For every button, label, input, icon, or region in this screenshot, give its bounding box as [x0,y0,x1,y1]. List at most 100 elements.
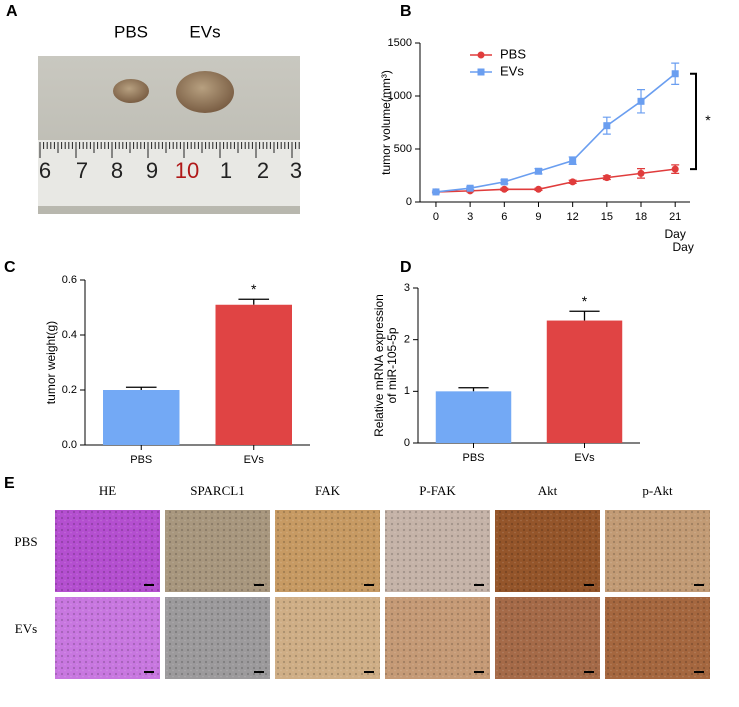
scale-bar [584,671,594,673]
legend-marker [477,51,485,59]
bar [215,304,292,445]
annotation: * [251,281,257,297]
ruler-number: 2 [257,158,269,183]
line [435,73,676,193]
x-tick-label: 9 [535,211,541,223]
y-tick-label: 1000 [388,90,412,102]
ruler-number: 7 [76,158,88,183]
marker [569,157,577,165]
x-tick-label: PBS [462,452,484,464]
x-tick-label: EVs [574,452,595,464]
marker [603,122,611,130]
y-tick-label: 0.6 [62,274,77,286]
micrograph-texture [165,597,270,679]
micrograph-texture [605,597,710,679]
marker [569,178,577,186]
y-tick-label: 500 [394,143,412,155]
scale-bar [144,671,154,673]
y-tick-label: 1 [404,385,410,397]
y-tick-label: 2 [404,334,410,346]
column-label: HE [99,483,116,498]
y-tick-label: 0.2 [62,384,77,396]
line [435,168,676,193]
column-label: FAK [315,483,341,498]
marker [603,174,611,182]
scale-bar [694,584,704,586]
marker [466,184,474,192]
marker [534,185,542,193]
scale-bar [254,671,264,673]
panel-label: D [400,259,412,276]
y-axis-label: tumor weight(g) [44,321,58,404]
legend-marker [477,68,485,76]
y-tick-label: 0 [406,196,412,208]
micrograph-texture [275,597,380,679]
scale-bar [364,671,374,673]
marker [637,169,645,177]
bar [546,320,623,443]
micrograph-texture [605,510,710,592]
ruler-number: 6 [39,158,51,183]
scale-bar [254,584,264,586]
bar [435,391,512,443]
panel-label: B [400,3,412,20]
x-tick-label: 15 [601,211,613,223]
row-label: EVs [15,621,37,636]
ruler-number: 8 [111,158,123,183]
panel-label: E [4,475,15,492]
marker [671,165,679,173]
marker [432,188,440,196]
marker [637,97,645,105]
marker [500,185,508,193]
panel-label: C [4,259,16,276]
x-tick-label: 21 [669,211,681,223]
y-axis-label: Relative mRNA expression [372,294,386,437]
x-tick-label: 12 [567,211,579,223]
ruler-number: 1 [220,158,232,183]
photo-label: EVs [189,22,220,41]
column-label: P-FAK [419,483,456,498]
error-bar [458,387,489,392]
y-axis-label: of miR-105-5p [385,327,399,403]
x-tick-label: 3 [467,211,473,223]
annotation: * [705,112,711,128]
photo-label: PBS [114,22,148,41]
column-label: p-Akt [642,483,673,498]
error-bar [125,386,157,390]
marker [534,167,542,175]
error-bar [569,310,600,321]
annotation: * [582,293,588,309]
x-axis-label: Day [673,240,694,254]
y-tick-label: 0 [404,437,410,449]
scale-bar [694,671,704,673]
tumor [176,71,234,113]
micrograph-texture [165,510,270,592]
panel-label: A [6,3,18,20]
y-tick-label: 0.0 [62,439,77,451]
ruler-number: 9 [146,158,158,183]
tumor [113,79,149,103]
row-label: PBS [14,534,37,549]
scale-bar [144,584,154,586]
scale-bar [364,584,374,586]
x-tick-label: EVs [244,454,265,466]
marker [500,178,508,186]
micrograph-texture [55,597,160,679]
scale-bar [584,584,594,586]
x-tick-label: PBS [130,454,152,466]
scale-bar [474,584,484,586]
error-bar [238,298,270,305]
x-tick-label: 6 [501,211,507,223]
column-label: SPARCL1 [190,483,244,498]
bar [103,390,180,445]
legend-label: EVs [500,63,524,78]
legend-label: PBS [500,46,526,61]
scale-bar [474,671,484,673]
y-axis-label: tumor volume(mm³) [379,70,393,175]
micrograph-texture [385,597,490,679]
ruler-number: 10 [175,158,199,183]
x-axis-label: Day [665,227,686,241]
x-tick-label: 0 [433,211,439,223]
significance-bracket [690,72,697,171]
